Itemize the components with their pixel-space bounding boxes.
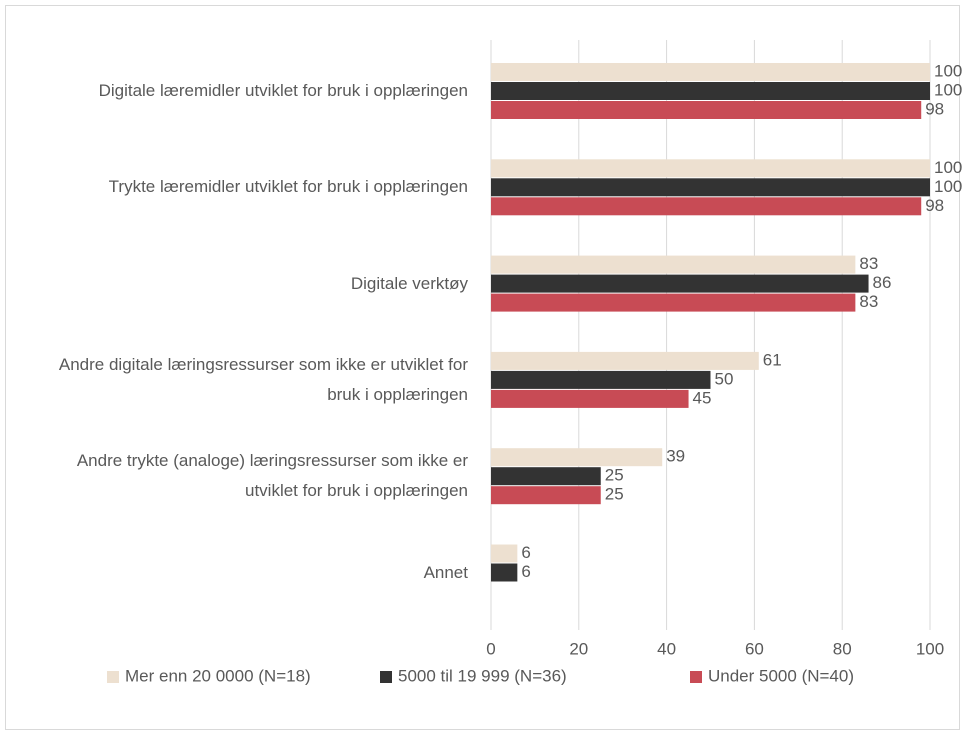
x-tick-label: 20 — [569, 639, 588, 658]
bar — [491, 101, 922, 119]
legend-label: Mer enn 20 0000 (N=18) — [125, 666, 311, 685]
bar — [491, 544, 518, 563]
category-label: Andre digitale læringsressurser som ikke… — [58, 354, 468, 404]
value-label: 98 — [925, 196, 944, 215]
bar — [491, 255, 856, 274]
category-label: Annet — [423, 562, 468, 582]
chart-border — [5, 5, 960, 730]
value-label: 100 — [934, 158, 962, 177]
bar — [491, 370, 711, 389]
x-tick-label: 80 — [833, 639, 852, 658]
category-label: Digitale verktøy — [350, 273, 468, 293]
bar — [491, 293, 856, 312]
category-label: Andre trykte (analoge) læringsressurser … — [76, 451, 468, 501]
value-label: 50 — [715, 369, 734, 388]
bar — [491, 82, 930, 100]
value-label: 6 — [521, 562, 530, 581]
legend-label: Under 5000 (N=40) — [708, 666, 854, 685]
value-label: 6 — [521, 543, 530, 562]
bar — [491, 486, 601, 505]
bar — [491, 63, 930, 81]
value-label: 100 — [934, 61, 962, 80]
value-label: 61 — [763, 350, 782, 369]
x-tick-label: 60 — [745, 639, 764, 658]
value-label: 83 — [859, 292, 878, 311]
bar — [491, 467, 601, 486]
legend-swatch — [107, 671, 119, 683]
value-label: 98 — [925, 99, 944, 118]
value-label: 83 — [859, 254, 878, 273]
category-label: Trykte læremidler utviklet for bruk i op… — [108, 177, 468, 197]
x-tick-label: 40 — [657, 639, 676, 658]
bar — [491, 159, 930, 178]
value-label: 25 — [605, 466, 624, 485]
value-label: 100 — [934, 80, 962, 99]
value-label: 25 — [605, 485, 624, 504]
value-label: 86 — [873, 273, 892, 292]
bar — [491, 274, 869, 293]
category-label: Digitale læremidler utviklet for bruk i … — [98, 81, 468, 100]
bar — [491, 197, 922, 216]
bar — [491, 178, 930, 197]
legend-label: 5000 til 19 999 (N=36) — [398, 666, 567, 685]
bar — [491, 389, 689, 408]
x-tick-label: 0 — [486, 639, 495, 658]
x-tick-label: 100 — [916, 639, 944, 658]
bar — [491, 563, 518, 582]
value-label: 39 — [666, 447, 685, 466]
legend-swatch — [690, 671, 702, 683]
legend-swatch — [380, 671, 392, 683]
bar — [491, 448, 663, 467]
value-label: 100 — [934, 177, 962, 196]
value-label: 45 — [693, 388, 712, 407]
bar — [491, 351, 759, 370]
